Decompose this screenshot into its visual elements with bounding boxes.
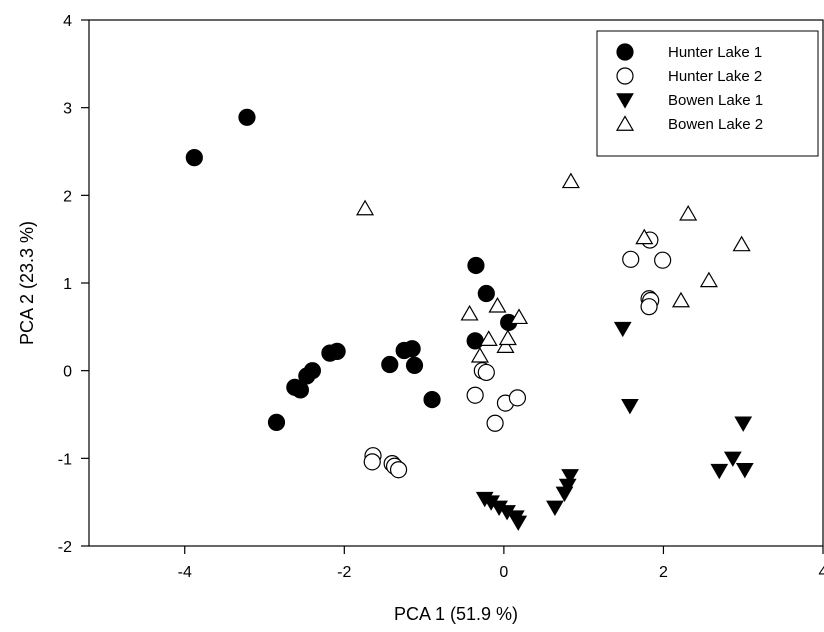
- data-point: [460, 304, 479, 321]
- data-point: [561, 172, 580, 189]
- data-point: [671, 291, 691, 308]
- legend-item: Hunter Lake 2: [616, 67, 762, 85]
- data-point: [238, 108, 256, 126]
- data-point: [405, 356, 424, 375]
- legend-marker: [616, 67, 634, 85]
- data-point: [498, 329, 517, 346]
- data-point: [479, 330, 498, 346]
- legend-label: Hunter Lake 1: [668, 44, 762, 61]
- data-point: [466, 386, 484, 404]
- y-tick-label: 4: [63, 13, 72, 30]
- data-point: [470, 346, 489, 363]
- data-point: [389, 461, 408, 479]
- data-point: [267, 413, 286, 431]
- data-point: [477, 363, 495, 382]
- y-axis: -2 -1 0 1 2 3 4: [58, 13, 89, 556]
- legend-marker: [616, 93, 634, 109]
- y-tick-label: -2: [58, 539, 72, 556]
- legend-item: Hunter Lake 1: [616, 43, 762, 61]
- data-point: [496, 337, 515, 353]
- data-point: [403, 340, 421, 358]
- x-tick-label: 2: [659, 564, 668, 581]
- series-bowen-lake-1: [475, 321, 754, 531]
- data-point: [509, 308, 529, 325]
- legend-box: [596, 30, 819, 157]
- y-tick-label: -1: [58, 451, 72, 468]
- data-point: [488, 296, 507, 313]
- data-point: [363, 453, 381, 471]
- legend: Hunter Lake 1 Hunter Lake 2 Bowen Lake 1 Bo…: [596, 30, 819, 157]
- legend-label: Bowen Lake 1: [668, 92, 763, 109]
- data-point: [546, 500, 564, 517]
- data-point: [303, 362, 321, 380]
- data-point: [508, 389, 527, 407]
- data-point: [621, 398, 639, 415]
- y-tick-label: 0: [63, 364, 72, 381]
- legend-item: Bowen Lake 2: [615, 115, 763, 133]
- data-point: [613, 321, 632, 338]
- data-point: [699, 271, 718, 288]
- data-point: [356, 199, 375, 216]
- data-point: [723, 451, 742, 467]
- data-points: [185, 108, 754, 531]
- x-tick-label: 0: [499, 564, 508, 581]
- data-point: [734, 416, 753, 432]
- y-tick-label: 2: [63, 188, 72, 205]
- legend-item: Bowen Lake 1: [616, 92, 763, 109]
- x-axis: -4 -2 0 2 4: [178, 546, 824, 581]
- y-axis-title: PCA 2 (23.3 %): [17, 221, 37, 345]
- data-point: [477, 284, 495, 303]
- data-point: [654, 251, 672, 269]
- data-point: [640, 298, 658, 316]
- data-point: [381, 355, 399, 374]
- data-point: [467, 256, 485, 275]
- y-tick-label: 3: [63, 101, 72, 118]
- series-hunter-lake-2: [363, 231, 672, 479]
- data-point: [732, 235, 751, 252]
- data-point: [679, 204, 698, 221]
- data-point: [509, 515, 528, 531]
- legend-label: Bowen Lake 2: [668, 116, 763, 133]
- legend-marker: [615, 115, 635, 131]
- data-point: [710, 463, 729, 480]
- series-hunter-lake-1: [185, 108, 518, 431]
- data-point: [423, 390, 441, 409]
- data-point: [735, 462, 754, 479]
- y-tick-label: 1: [63, 276, 72, 293]
- data-point: [328, 342, 346, 360]
- data-point: [635, 228, 654, 245]
- legend-marker: [616, 43, 634, 61]
- series-bowen-lake-2: [356, 172, 751, 363]
- x-tick-label: 4: [819, 564, 824, 581]
- legend-label: Hunter Lake 2: [668, 68, 762, 85]
- data-point: [466, 332, 484, 350]
- data-point: [185, 149, 203, 167]
- x-tick-label: -2: [337, 564, 351, 581]
- data-point: [486, 414, 504, 432]
- data-point: [561, 469, 579, 485]
- data-point: [291, 381, 310, 399]
- data-point: [622, 250, 640, 268]
- x-axis-title: PCA 1 (51.9 %): [394, 604, 518, 624]
- x-tick-label: -4: [178, 564, 192, 581]
